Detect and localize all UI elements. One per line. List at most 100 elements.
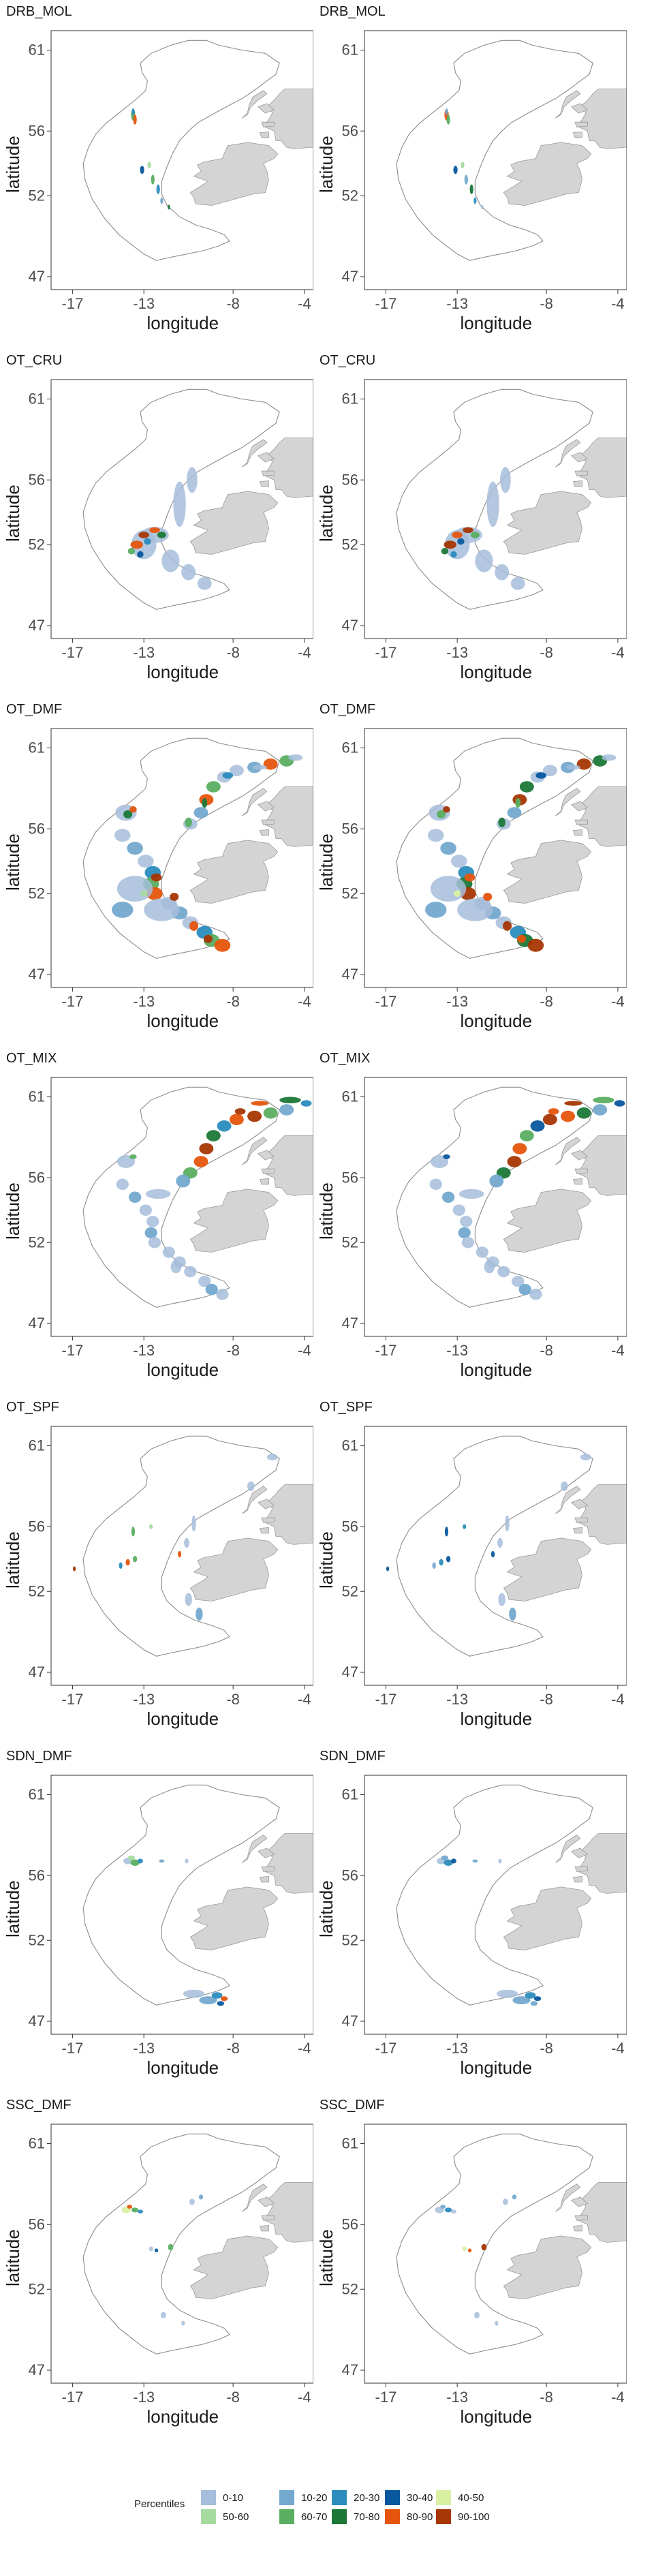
y-tick-label: 56: [342, 2215, 358, 2233]
effort-cell: [187, 467, 198, 493]
x-tick-label: -4: [611, 993, 625, 1010]
effort-cell: [185, 817, 192, 827]
map-panel: 61 56 52 47 -17 -13 -8 -4 OT_SPF latitude longitud…: [0, 1396, 313, 1745]
effort-cell: [460, 1216, 473, 1227]
effort-cell: [429, 1178, 442, 1191]
skye-landmass: [258, 1499, 275, 1509]
effort-cell: [156, 184, 160, 194]
effort-cell: [489, 1174, 504, 1188]
effort-cell: [496, 1989, 518, 1998]
x-axis-label: longitude: [460, 1011, 533, 1031]
effort-cell: [170, 1260, 182, 1274]
scotland-landmass: [576, 380, 627, 498]
y-tick-label: 56: [342, 1169, 358, 1186]
scotland-landmass: [263, 1077, 313, 1196]
effort-cell: [439, 1559, 443, 1566]
x-tick-label: -13: [133, 2389, 155, 2406]
mull-landmass: [261, 121, 275, 127]
effort-cell: [453, 166, 458, 174]
islay-landmass: [572, 2224, 582, 2232]
islay-landmass: [572, 131, 582, 138]
mull-landmass: [574, 2215, 588, 2221]
mull-landmass: [574, 1866, 588, 1872]
map-plot: 61 56 52 47 -17 -13 -8 -4: [342, 728, 627, 1010]
effort-cell: [497, 1537, 503, 1548]
plot-background: [364, 2124, 627, 2383]
y-tick-label: 56: [29, 122, 45, 139]
eez-boundary: [82, 388, 280, 610]
skye-landmass: [258, 1847, 275, 1858]
x-tick-label: -17: [375, 2389, 397, 2406]
effort-cell: [505, 1515, 510, 1532]
ireland-landmass: [503, 491, 592, 555]
scotland-landmass: [263, 1775, 313, 1894]
effort-cell: [185, 1593, 192, 1606]
effort-cell: [498, 1593, 505, 1606]
skye-landmass: [571, 103, 589, 114]
effort-cell: [168, 204, 170, 210]
legend-swatch: [279, 2490, 294, 2505]
x-tick-label: -4: [298, 2040, 311, 2057]
islay-landmass: [572, 829, 582, 836]
y-tick-label: 47: [29, 966, 45, 983]
y-tick-label: 56: [342, 820, 358, 837]
panel-title: SSC_DMF: [6, 2098, 72, 2113]
effort-cell: [530, 2001, 538, 2006]
hebrides-landmass: [555, 1137, 581, 1165]
legend-label: 90-100: [458, 2511, 490, 2523]
y-tick-label: 56: [342, 471, 358, 488]
y-tick-label: 52: [29, 1931, 45, 1948]
y-tick-label: 47: [342, 2012, 358, 2029]
effort-cell: [593, 1097, 614, 1103]
panel-title: OT_CRU: [6, 353, 63, 368]
effort-cell: [202, 798, 208, 808]
y-tick-label: 52: [342, 1233, 358, 1251]
effort-cell: [72, 1566, 76, 1571]
effort-cell: [125, 1559, 130, 1566]
effort-cell: [525, 1992, 536, 1999]
map-panel: 61 56 52 47 -17 -13 -8 -4 SDN_DMF latitude longitu…: [0, 1745, 313, 2094]
legend-item: 30-40: [385, 2490, 433, 2505]
x-tick-label: -17: [375, 993, 397, 1010]
skye-landmass: [258, 103, 275, 114]
y-tick-label: 52: [342, 536, 358, 553]
y-tick-label: 56: [29, 820, 45, 837]
effort-cell: [123, 810, 133, 818]
y-tick-label: 47: [342, 617, 358, 634]
effort-cell: [457, 898, 493, 921]
skye-landmass: [571, 1499, 589, 1509]
effort-cell: [386, 1566, 390, 1571]
effort-cell: [112, 902, 134, 918]
x-tick-label: -13: [446, 2389, 468, 2406]
effort-cell: [593, 1104, 608, 1116]
effort-cell: [500, 467, 511, 493]
effort-cell: [512, 2194, 517, 2200]
panel-border: [50, 1426, 313, 1686]
skye-landmass: [258, 452, 275, 463]
effort-cell: [198, 1275, 211, 1287]
effort-cell: [548, 1108, 559, 1115]
x-tick-label: -4: [298, 2389, 311, 2406]
panel-title: DRB_MOL: [320, 4, 386, 19]
scotland-landmass: [576, 1077, 627, 1196]
effort-cell: [133, 114, 137, 125]
x-tick-label: -8: [540, 295, 553, 312]
legend-item: 40-50: [436, 2490, 484, 2505]
y-axis-label: latitude: [3, 1182, 23, 1240]
x-axis-label: longitude: [460, 1360, 533, 1380]
legend-swatch: [385, 2490, 400, 2505]
y-tick-label: 56: [29, 1518, 45, 1535]
y-tick-label: 47: [29, 1315, 45, 1332]
ireland-landmass: [503, 1537, 592, 1601]
effort-cell: [470, 532, 480, 538]
x-tick-label: -17: [62, 2040, 84, 2057]
effort-cell: [131, 530, 157, 559]
ireland-landmass: [189, 840, 279, 904]
effort-cell: [206, 781, 221, 793]
effort-cell: [184, 1266, 197, 1278]
x-tick-label: -17: [375, 1691, 397, 1708]
y-tick-label: 47: [342, 966, 358, 983]
panel-title: OT_SPF: [320, 1400, 373, 1415]
y-tick-label: 61: [342, 390, 358, 408]
effort-cell: [440, 842, 456, 855]
